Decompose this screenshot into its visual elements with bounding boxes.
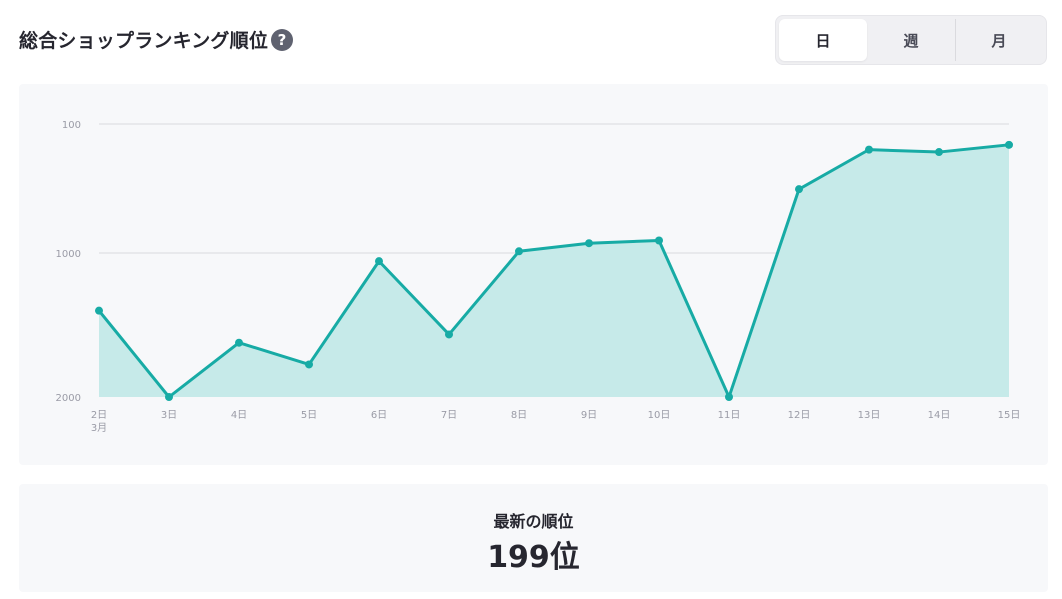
data-point-5 bbox=[375, 257, 383, 266]
x-tick-label-11: 12日 bbox=[788, 410, 811, 421]
series-line bbox=[97, 143, 1010, 399]
tab-week[interactable]: 週 bbox=[903, 31, 919, 50]
data-point-11 bbox=[795, 185, 803, 194]
data-point-12 bbox=[865, 145, 873, 154]
x-tick-label-10: 11日 bbox=[718, 410, 741, 421]
data-point-4 bbox=[305, 360, 313, 369]
x-tick-label-2: 3日 bbox=[161, 410, 177, 421]
data-point-9 bbox=[655, 236, 663, 245]
period-segmented-control: 日 週 月 bbox=[775, 15, 1047, 65]
ranking-chart-panel: 100 1000 2000 2日 3月 3日 4日 5日 6日 7日 8日 9日 10日 11日 12日 13… bbox=[19, 84, 1048, 465]
help-icon[interactable]: ? bbox=[271, 28, 294, 51]
data-point-10 bbox=[725, 393, 733, 401]
x-tick-label-7: 8日 bbox=[511, 410, 527, 421]
x-tick-label-13: 14日 bbox=[928, 410, 951, 421]
x-tick-label-4: 5日 bbox=[301, 410, 317, 421]
x-tick-label-6: 7日 bbox=[441, 410, 457, 421]
series-area bbox=[99, 144, 1009, 397]
x-tick-label-1: 2日 bbox=[91, 410, 107, 421]
header: 総合ショップランキング順位 ? 日 週 月 bbox=[0, 0, 1062, 80]
data-point-2 bbox=[165, 393, 173, 401]
data-point-14 bbox=[1005, 140, 1013, 149]
y-tick-label-100: 100 bbox=[62, 120, 81, 131]
tab-day[interactable]: 日 bbox=[779, 19, 867, 61]
latest-rank-panel: 最新の順位 199位 bbox=[19, 484, 1048, 592]
data-point-6 bbox=[445, 330, 453, 339]
tab-month[interactable]: 月 bbox=[955, 19, 1043, 61]
title-group: 総合ショップランキング順位 ? bbox=[19, 26, 294, 53]
x-tick-label-8: 9日 bbox=[581, 410, 597, 421]
x-tick-label-3: 4日 bbox=[231, 410, 247, 421]
x-tick-label-12: 13日 bbox=[858, 410, 881, 421]
x-tick-label-14: 15日 bbox=[998, 410, 1021, 421]
x-tick-sublabel-1: 3月 bbox=[91, 422, 107, 434]
data-point-3 bbox=[235, 338, 243, 347]
y-tick-label-1000: 1000 bbox=[56, 249, 81, 260]
x-tick-label-5: 6日 bbox=[371, 410, 387, 421]
y-tick-label-2000: 2000 bbox=[56, 393, 81, 404]
latest-rank-value: 199位 bbox=[487, 540, 580, 575]
data-point-7 bbox=[515, 247, 523, 256]
page-title: 総合ショップランキング順位 bbox=[19, 30, 269, 52]
latest-rank-label: 最新の順位 bbox=[493, 512, 574, 531]
data-point-13 bbox=[935, 148, 943, 157]
x-tick-label-9: 10日 bbox=[648, 410, 671, 421]
data-point-1 bbox=[95, 306, 103, 315]
data-point-8 bbox=[585, 239, 593, 248]
